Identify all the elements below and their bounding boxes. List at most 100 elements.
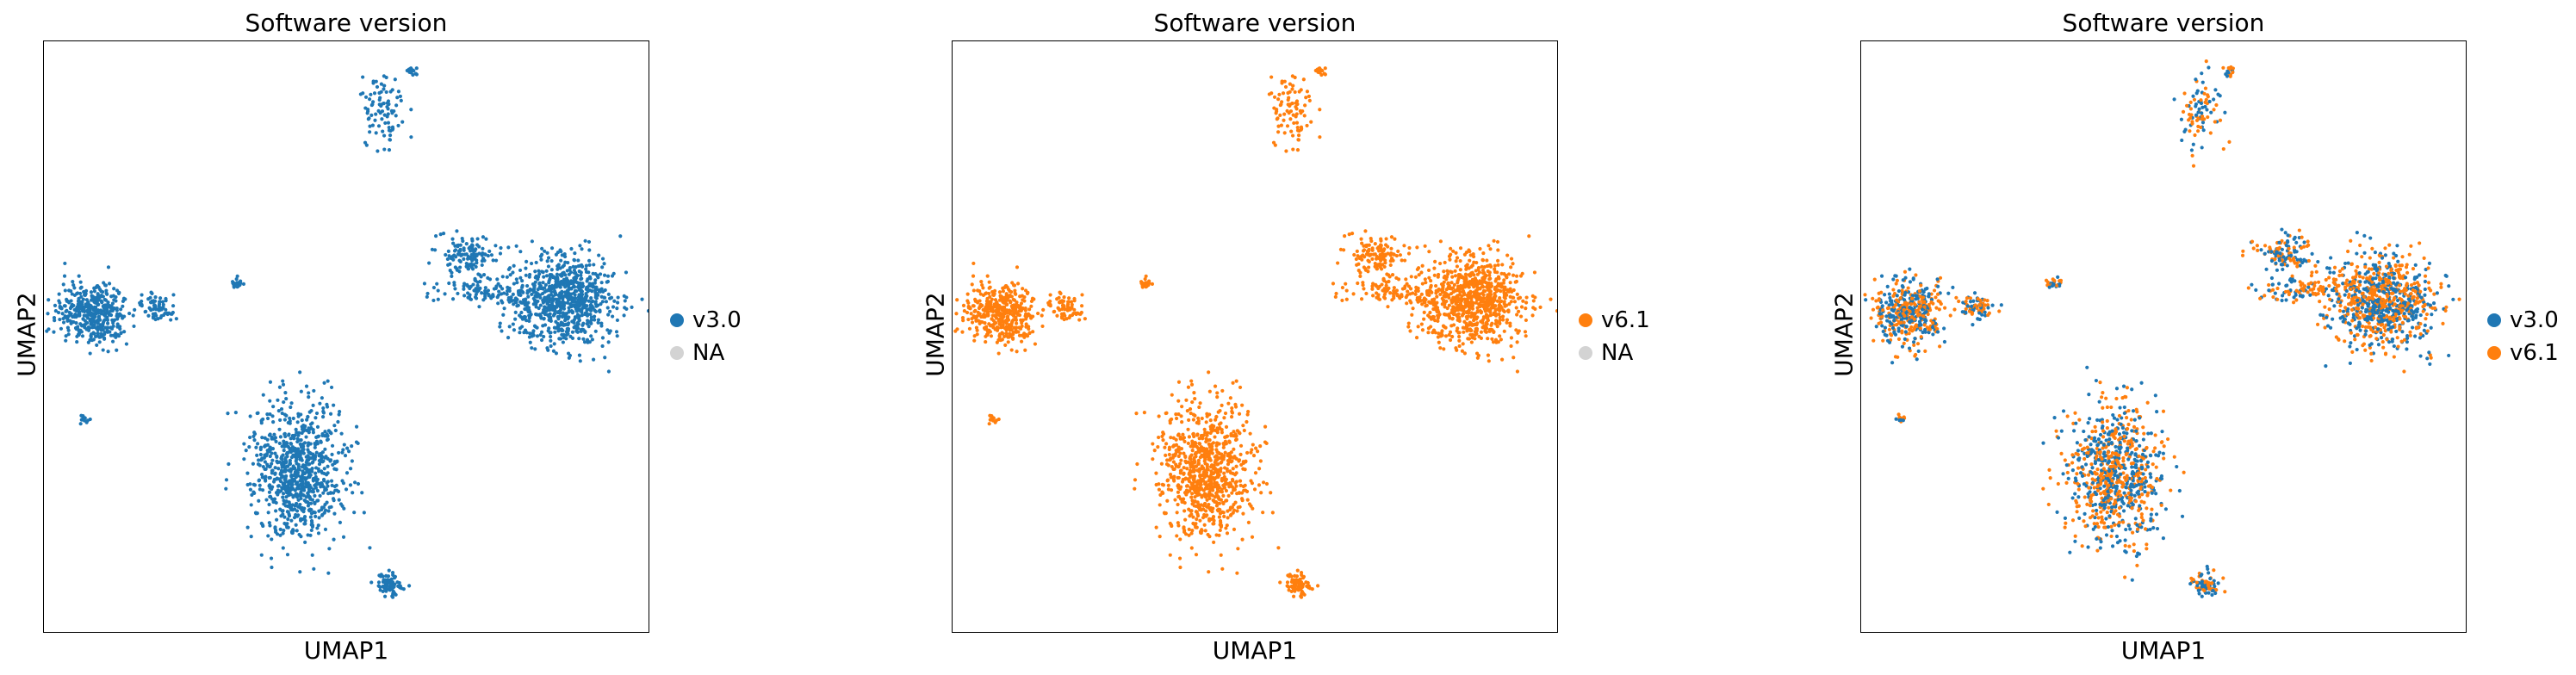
data-point (119, 307, 123, 312)
data-point (131, 313, 135, 318)
data-point (478, 286, 482, 290)
data-point (569, 287, 574, 291)
data-point (332, 424, 337, 428)
data-point (284, 413, 289, 418)
data-point (92, 289, 97, 294)
data-point (289, 442, 294, 446)
data-point (330, 443, 335, 448)
data-point (568, 265, 573, 270)
data-point (281, 460, 285, 464)
data-point (585, 338, 590, 342)
data-point (295, 457, 299, 461)
data-point (1392, 286, 1396, 290)
data-point (105, 318, 110, 322)
data-point (998, 319, 1003, 323)
data-point (298, 370, 302, 375)
data-point (388, 133, 393, 138)
data-point (104, 288, 109, 293)
data-point (1356, 281, 1360, 286)
data-point (317, 454, 321, 458)
data-point (584, 267, 588, 271)
data-point (380, 117, 384, 121)
data-point (314, 450, 319, 455)
data-point (76, 299, 81, 303)
data-point (276, 398, 280, 402)
data-point (501, 313, 506, 317)
data-point (124, 342, 129, 346)
panel-1: Software version UMAP1 UMAP2 v3.0 NA (0, 0, 859, 675)
scatter-points (45, 66, 649, 599)
data-point (1046, 300, 1051, 306)
data-point (518, 268, 523, 273)
data-point (276, 461, 280, 465)
data-point (447, 281, 451, 286)
data-point (1432, 266, 1437, 270)
data-point (512, 282, 516, 286)
data-point (994, 308, 999, 313)
data-point (313, 501, 317, 505)
data-point (326, 379, 330, 383)
data-point (600, 300, 605, 304)
data-point (268, 445, 272, 449)
data-point (1003, 284, 1008, 288)
data-point (244, 449, 248, 453)
data-point (281, 546, 285, 550)
data-point (304, 384, 309, 388)
data-point (1003, 343, 1008, 347)
data-point (283, 459, 288, 463)
data-point (102, 297, 107, 302)
data-point (149, 290, 153, 294)
data-point (293, 446, 297, 450)
data-point (69, 299, 73, 303)
data-point (981, 286, 985, 290)
data-point (149, 300, 153, 305)
data-point (458, 247, 462, 251)
data-point (997, 333, 1002, 338)
data-point (985, 274, 990, 278)
data-point (579, 273, 583, 277)
data-point (97, 335, 102, 339)
data-point (249, 503, 253, 507)
data-point (556, 264, 561, 269)
data-point (339, 431, 344, 436)
data-point (53, 303, 58, 307)
data-point (281, 531, 285, 536)
data-point (578, 359, 582, 363)
data-point (1065, 307, 1070, 311)
data-point (601, 289, 605, 294)
data-point (379, 82, 383, 86)
data-point (1370, 287, 1375, 291)
data-point (1378, 262, 1382, 266)
data-point (295, 470, 301, 475)
data-point (290, 503, 295, 507)
data-point (1267, 92, 1271, 96)
data-point (470, 267, 475, 271)
data-point (573, 251, 577, 256)
data-point (1278, 113, 1282, 117)
data-point (56, 310, 61, 315)
data-point (268, 412, 272, 417)
data-point (622, 313, 626, 318)
data-point (288, 490, 292, 495)
data-point (1007, 308, 1012, 313)
data-point (71, 282, 76, 288)
data-point (481, 251, 485, 256)
data-point (249, 535, 253, 539)
data-point (580, 247, 584, 251)
legend-marker (670, 346, 684, 360)
legend-label: NA (692, 340, 725, 366)
data-point (1277, 92, 1282, 96)
data-point (1032, 297, 1036, 301)
data-point (109, 325, 113, 330)
data-point (505, 275, 509, 279)
data-point (1403, 284, 1407, 288)
data-point (352, 480, 357, 485)
data-point (1060, 307, 1065, 312)
data-point (436, 288, 440, 293)
data-point (456, 291, 460, 296)
data-point (314, 411, 320, 416)
data-point (313, 471, 318, 475)
data-point (498, 325, 502, 329)
data-point (990, 305, 995, 309)
data-point (328, 458, 333, 462)
